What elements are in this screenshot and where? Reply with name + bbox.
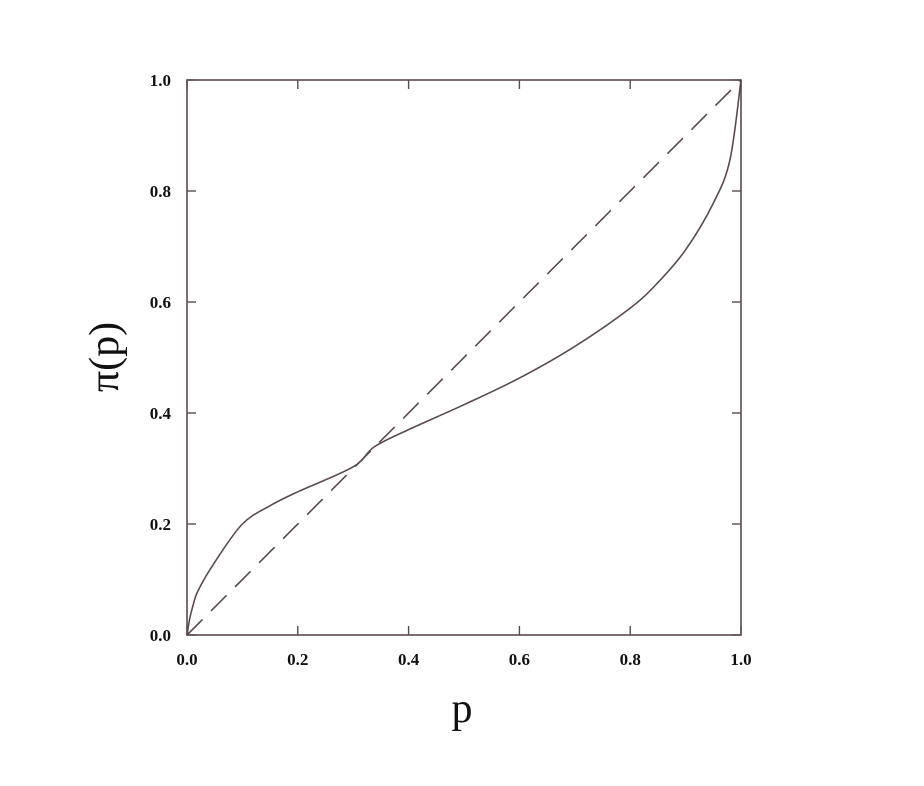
x-tick-label: 0.8 xyxy=(620,650,641,669)
diagonal-reference-line xyxy=(186,79,742,636)
x-tick-label: 0.4 xyxy=(398,650,420,669)
x-tick-label: 1.0 xyxy=(730,650,751,669)
y-tick-label: 1.0 xyxy=(150,71,171,90)
plot-frame xyxy=(186,79,742,636)
y-tick-label: 0.0 xyxy=(150,626,171,645)
y-axis-title: π(p) xyxy=(82,322,128,392)
x-tick-label: 0.2 xyxy=(287,650,308,669)
y-tick-label: 0.4 xyxy=(150,404,172,423)
y-tick-label: 0.8 xyxy=(150,182,171,201)
y-tick-label: 0.6 xyxy=(150,293,171,312)
x-tick-label: 0.0 xyxy=(176,650,197,669)
x-axis-title: p xyxy=(452,686,473,732)
weighting-curve xyxy=(186,79,742,636)
x-tick-label: 0.6 xyxy=(509,650,530,669)
y-tick-label: 0.2 xyxy=(150,515,171,534)
plot-area: 0.0 0.2 0.4 0.6 0.8 1.0 0.0 0.2 0.4 0.6 0.8 1.0 xyxy=(150,71,752,669)
